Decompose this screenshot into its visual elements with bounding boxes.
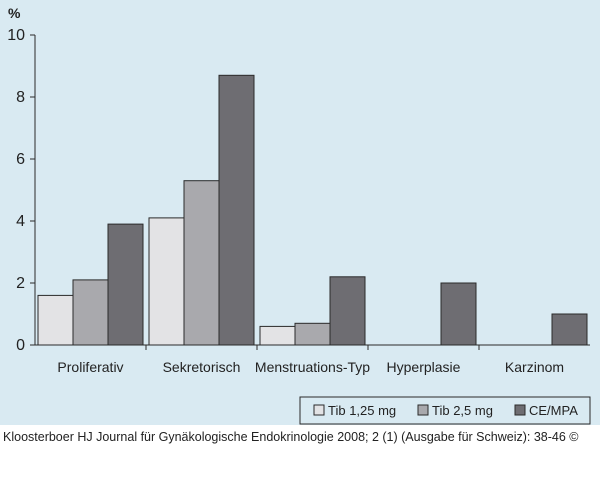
bar xyxy=(148,217,185,346)
legend: Tib 1,25 mg Tib 2,5 mg CE/MPA xyxy=(299,396,591,425)
y-tick-label: 0 xyxy=(16,337,25,354)
y-tick-label: 4 xyxy=(16,213,25,230)
y-tick-label: 6 xyxy=(16,151,25,168)
y-tick-label: 2 xyxy=(16,275,25,292)
legend-label: Tib 2,5 mg xyxy=(432,403,493,418)
bar-chart: % 0 2 4 6 8 10 Proliferativ Sekretorisch Menstr… xyxy=(7,5,591,425)
legend-label: CE/MPA xyxy=(529,403,578,418)
bar xyxy=(440,282,477,346)
legend-label: Tib 1,25 mg xyxy=(328,403,396,418)
bar xyxy=(329,276,366,346)
category-label: Sekretorisch xyxy=(163,359,241,375)
y-tick-label: 10 xyxy=(7,27,25,44)
bar xyxy=(294,322,331,346)
legend-swatch xyxy=(514,404,526,416)
category-label: Proliferativ xyxy=(57,359,123,375)
bar xyxy=(72,279,109,346)
y-unit-label: % xyxy=(8,5,21,21)
legend-swatch xyxy=(417,404,429,416)
y-tick-label: 8 xyxy=(16,89,25,106)
bar xyxy=(218,74,255,346)
bar xyxy=(183,180,220,346)
bar xyxy=(107,223,144,346)
source-credit: Kloosterboer HJ Journal für Gynäkologisc… xyxy=(3,430,579,444)
category-label: Karzinom xyxy=(505,359,564,375)
legend-swatch xyxy=(313,404,325,416)
bar xyxy=(259,325,296,346)
bars xyxy=(37,74,588,346)
category-labels: Proliferativ Sekretorisch Menstruations-Ty… xyxy=(57,359,564,375)
category-label: Hyperplasie xyxy=(387,359,461,375)
bar xyxy=(551,313,588,346)
legend-box xyxy=(299,396,591,425)
category-label: Menstruations-Typ xyxy=(255,359,370,375)
chart-background xyxy=(0,0,600,425)
bar xyxy=(37,294,74,346)
y-tick-labels: 0 2 4 6 8 10 xyxy=(7,27,25,354)
